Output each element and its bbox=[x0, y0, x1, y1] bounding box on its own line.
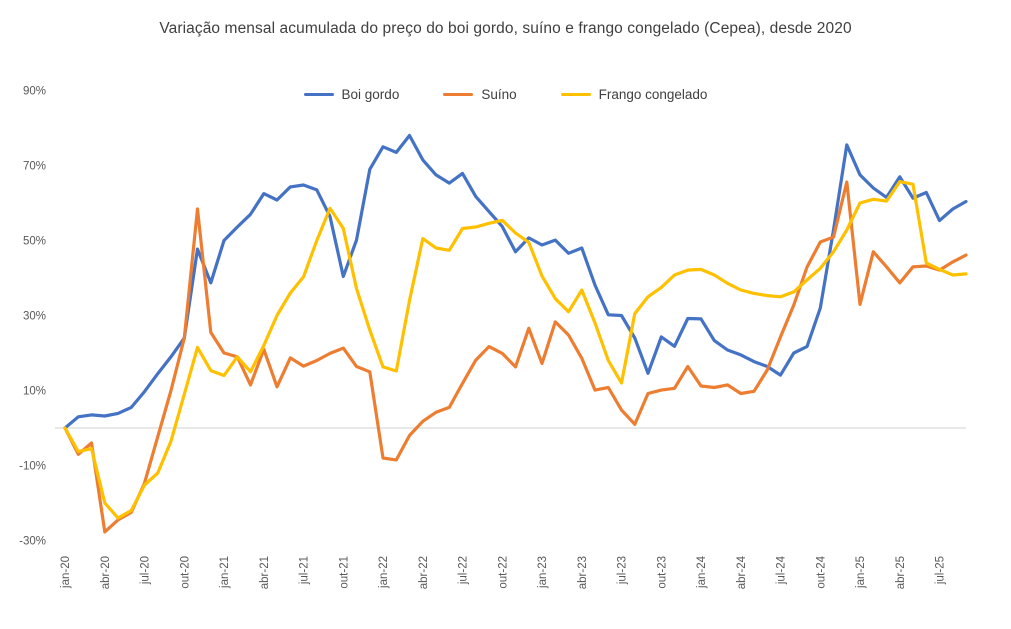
legend-line-swatch-icon bbox=[443, 92, 474, 97]
series-line-boi-gordo bbox=[63, 133, 968, 430]
x-axis-tick: out-24 bbox=[815, 555, 827, 588]
x-axis-tick: jul-24 bbox=[776, 555, 788, 585]
chart-legend: Boi gordo Suíno Frango congelado bbox=[0, 87, 1011, 102]
y-axis-tick: -30% bbox=[19, 536, 46, 548]
x-axis-tick: out-20 bbox=[179, 556, 191, 589]
x-axis-tick: abr-23 bbox=[577, 556, 589, 589]
legend-line-swatch-icon bbox=[303, 92, 334, 97]
y-axis-tick: 90% bbox=[23, 86, 46, 98]
x-axis-tick: jul-22 bbox=[458, 556, 470, 585]
series-line-suíno bbox=[63, 180, 968, 534]
chart-title: Variação mensal acumulada do preço do bo… bbox=[159, 20, 852, 37]
x-axis-tick: abr-22 bbox=[418, 556, 430, 589]
x-axis-tick: abr-20 bbox=[100, 556, 112, 589]
x-axis-tick: jan-25 bbox=[855, 556, 867, 589]
x-axis-tick: jan-23 bbox=[537, 556, 549, 589]
x-axis-tick: abr-24 bbox=[736, 555, 748, 589]
x-axis-tick: abr-21 bbox=[259, 556, 271, 589]
x-axis-tick: out-22 bbox=[497, 556, 509, 589]
x-axis-tick: abr-25 bbox=[895, 556, 907, 589]
x-axis-tick: jul-25 bbox=[935, 556, 947, 585]
legend-label: Frango congelado bbox=[598, 87, 708, 102]
legend-label: Boi gordo bbox=[341, 87, 400, 102]
x-axis-tick: jan-21 bbox=[219, 556, 231, 589]
x-axis-tick: jan-22 bbox=[378, 556, 390, 589]
series-line-frango-congelado bbox=[63, 180, 968, 520]
legend-item-boi-gordo[interactable]: Boi gordo bbox=[303, 87, 400, 102]
x-axis-tick: out-23 bbox=[656, 556, 668, 589]
y-axis-tick: -10% bbox=[19, 461, 46, 473]
x-axis-tick: out-21 bbox=[338, 556, 350, 589]
x-axis-tick: jul-20 bbox=[140, 556, 152, 585]
legend-line-swatch-icon bbox=[560, 92, 591, 97]
x-axis-tick: jul-23 bbox=[617, 556, 629, 585]
legend-label: Suíno bbox=[481, 87, 517, 102]
legend-item-suino[interactable]: Suíno bbox=[443, 87, 517, 102]
y-axis-tick: 70% bbox=[23, 161, 46, 173]
y-axis-tick: 10% bbox=[23, 386, 46, 398]
x-axis-tick: jul-21 bbox=[299, 556, 311, 585]
y-axis-tick: 30% bbox=[23, 311, 46, 323]
y-axis-tick: 50% bbox=[23, 236, 46, 248]
x-axis-tick: jan-20 bbox=[60, 556, 72, 589]
legend-item-frango-congelado[interactable]: Frango congelado bbox=[560, 87, 708, 102]
x-axis-tick: jan-24 bbox=[696, 555, 708, 589]
